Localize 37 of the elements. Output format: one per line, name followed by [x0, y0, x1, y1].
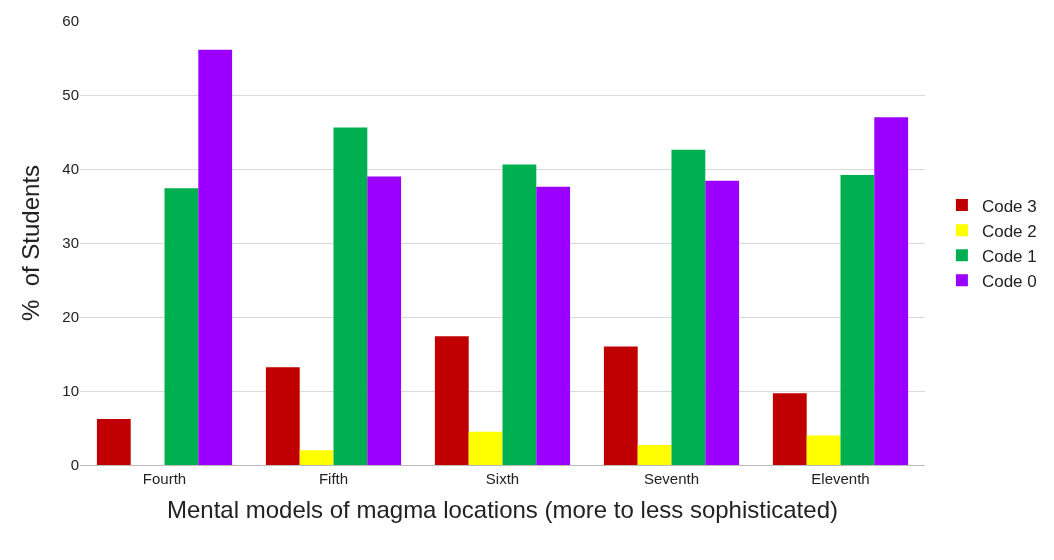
bar: [96, 419, 131, 465]
x-axis-title: Mental models of magma locations (more to less sophisticated): [167, 496, 838, 524]
legend-label: Code 0: [981, 271, 1037, 291]
bar: [468, 431, 503, 465]
bar: [806, 435, 841, 465]
bar: [265, 367, 300, 465]
x-tick-label: Fifth: [318, 470, 349, 487]
bar: [434, 336, 469, 465]
y-tick-label: 20: [62, 308, 79, 326]
x-tick-label: Seventh: [643, 470, 700, 487]
bar: [299, 450, 334, 465]
bar: [333, 127, 368, 465]
legend-label: Code 2: [981, 221, 1037, 241]
bar: [705, 180, 740, 465]
y-tick-label: 50: [62, 86, 79, 104]
x-tick-label: Sixth: [485, 470, 520, 487]
bar: [536, 186, 571, 465]
x-tick-label: Eleventh: [811, 470, 870, 487]
y-tick-label: 60: [62, 12, 79, 30]
bar: [502, 164, 537, 465]
bar: [772, 393, 807, 465]
y-tick-label: 30: [62, 234, 79, 252]
x-tick-label: Fourth: [142, 470, 187, 487]
y-tick-label: 40: [62, 160, 79, 178]
bar: [367, 176, 402, 465]
legend-label: Code 1: [981, 246, 1037, 266]
bar: [164, 188, 199, 465]
bar: [603, 346, 638, 465]
bar: [671, 149, 706, 465]
bar: [840, 174, 875, 465]
bar: [874, 117, 909, 465]
y-tick-label: 10: [62, 382, 79, 400]
y-axis-title: % of Students: [17, 164, 45, 322]
bar: [198, 49, 233, 465]
y-tick-label: 0: [70, 456, 79, 474]
bar: [637, 445, 672, 465]
legend-label: Code 3: [981, 196, 1037, 216]
